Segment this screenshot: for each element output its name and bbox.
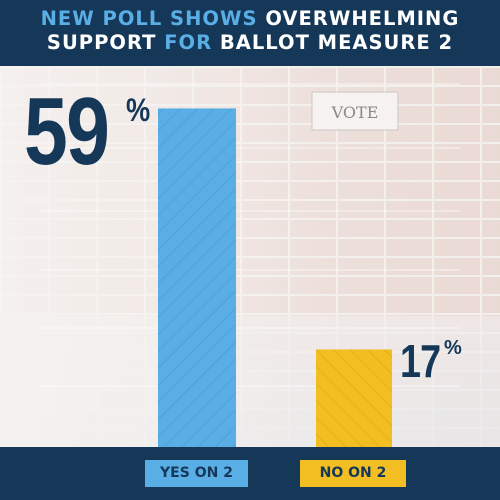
headline-highlight-1: NEW POLL SHOWS	[40, 7, 258, 30]
headline-line-2: SUPPORT FOR BALLOT MEASURE 2	[0, 31, 500, 55]
headline-text-2: SUPPORT	[46, 31, 157, 54]
bars	[158, 108, 392, 447]
bar-no-on-2	[316, 349, 392, 447]
yes-percentage-value: 59	[24, 78, 110, 185]
headline-text-1: OVERWHELMING	[265, 7, 460, 30]
yes-percentage-label: 59%	[24, 78, 150, 185]
category-footer: YES ON 2 NO ON 2	[0, 447, 500, 500]
no-percentage-label: 17%	[400, 335, 462, 387]
vote-sign: VOTE	[311, 91, 399, 131]
background-photo	[0, 66, 500, 447]
yes-percent-sign: %	[126, 92, 151, 128]
headline-text-3: BALLOT MEASURE 2	[219, 31, 454, 54]
gridlines	[40, 83, 460, 387]
category-label-yes: YES ON 2	[145, 460, 248, 487]
photo-fade-overlay	[0, 66, 500, 447]
category-label-no: NO ON 2	[300, 460, 406, 487]
headline-highlight-2: FOR	[164, 31, 213, 54]
bar-yes-on-2	[158, 108, 236, 447]
vote-sign-text: VOTE	[331, 103, 379, 122]
headline-line-1: NEW POLL SHOWS OVERWHELMING	[0, 0, 500, 31]
no-percentage-value: 17	[400, 335, 441, 387]
headline-banner: NEW POLL SHOWS OVERWHELMING SUPPORT FOR …	[0, 0, 500, 66]
no-percent-sign: %	[444, 337, 462, 359]
